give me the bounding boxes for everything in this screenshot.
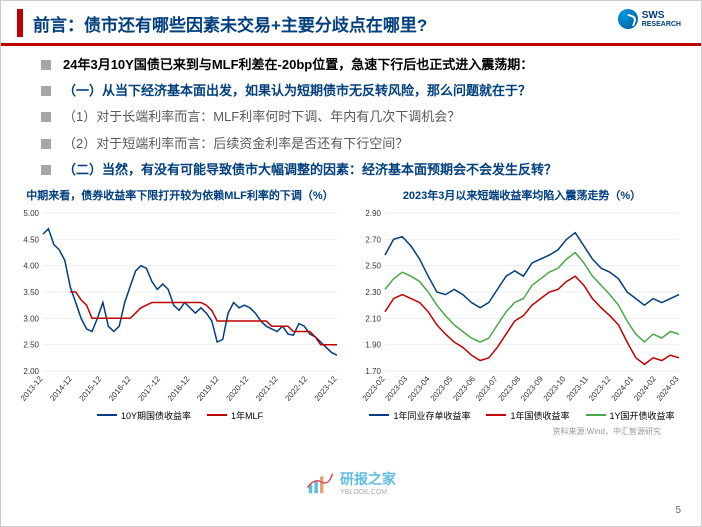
watermark: 研报之家 YBLOOK.COM (306, 468, 396, 496)
watermark-main: 研报之家 (340, 469, 396, 489)
svg-text:3.00: 3.00 (23, 314, 39, 323)
svg-text:2024-03: 2024-03 (655, 374, 681, 403)
legend-swatch (486, 414, 506, 416)
svg-text:2022-12: 2022-12 (283, 374, 309, 403)
bullet-text: （一）从当下经济基本面出发，如果认为短期债市无反转风险，那么问题就在于？ (63, 82, 531, 100)
chart-left-box: 2.002.503.003.504.004.505.002013-122014-… (13, 207, 347, 407)
chart-left: 中期来看，债券收益率下限打开较为依赖MLF利率的下调（%） 2.002.503.… (13, 187, 347, 422)
svg-text:2023-12: 2023-12 (587, 374, 613, 403)
logo-sub-text: RESEARCH (642, 21, 681, 28)
svg-text:2023-02: 2023-02 (361, 374, 387, 403)
bullet-row: （二）当然，有没有可能导致债市大幅调整的因素：经济基本面预期会不会发生反转？ (41, 161, 661, 179)
svg-text:2013-12: 2013-12 (19, 374, 45, 403)
legend-item: 10Y期国债收益率 (97, 409, 191, 422)
legend-swatch (369, 414, 389, 416)
svg-text:2.50: 2.50 (365, 262, 381, 271)
svg-text:2.10: 2.10 (365, 314, 381, 323)
bullet-square-icon (41, 165, 51, 175)
svg-text:2016-12: 2016-12 (107, 374, 133, 403)
logo-mark-icon (618, 9, 638, 29)
legend-label: 1年MLF (231, 409, 263, 422)
svg-text:2015-12: 2015-12 (78, 374, 104, 403)
svg-text:2023-08: 2023-08 (496, 374, 522, 403)
svg-text:2023-10: 2023-10 (542, 374, 568, 403)
chart-left-legend: 10Y期国债收益率 1年MLF (13, 409, 347, 422)
header-divider (1, 43, 701, 46)
page-number: 5 (675, 505, 681, 516)
svg-text:2023-12: 2023-12 (313, 374, 339, 403)
bullet-text: （2）对于短端利率而言：后续资金利率是否还有下行空间？ (63, 135, 408, 153)
svg-text:2.30: 2.30 (365, 288, 381, 297)
bullet-row: （一）从当下经济基本面出发，如果认为短期债市无反转风险，那么问题就在于？ (41, 82, 661, 100)
bullet-row: （2）对于短端利率而言：后续资金利率是否还有下行空间？ (41, 135, 661, 153)
bullet-row: （1）对于长端利率而言：MLF利率何时下调、年内有几次下调机会？ (41, 108, 661, 126)
data-source: 资料来源:Wind，中汇智源研究 (1, 426, 701, 437)
svg-text:2023-07: 2023-07 (474, 374, 500, 403)
logo-text-block: SWS RESEARCH (642, 11, 681, 28)
svg-text:2024-02: 2024-02 (632, 374, 658, 403)
svg-text:2018-12: 2018-12 (166, 374, 192, 403)
svg-text:2.90: 2.90 (365, 209, 381, 218)
chart-right-box: 1.701.902.102.302.502.702.902023-022023-… (355, 207, 689, 407)
legend-item: 1年国债收益率 (486, 409, 569, 422)
bullet-text: （二）当然，有没有可能导致债市大幅调整的因素：经济基本面预期会不会发生反转？ (63, 161, 557, 179)
svg-text:2014-12: 2014-12 (48, 374, 74, 403)
bullet-square-icon (41, 86, 51, 96)
slide-title: 前言：债市还有哪些因素未交易+主要分歧点在哪里? (33, 11, 427, 36)
svg-text:2023-05: 2023-05 (429, 374, 455, 403)
chart-left-svg: 2.002.503.003.504.004.505.002013-122014-… (13, 207, 343, 407)
bullet-square-icon (41, 112, 51, 122)
legend-label: 10Y期国债收益率 (121, 409, 191, 422)
slide-container: 前言：债市还有哪些因素未交易+主要分歧点在哪里? SWS RESEARCH 24… (0, 0, 702, 527)
chart-right: 2023年3月以来短端收益率均陷入震荡走势（%） 1.701.902.102.3… (355, 187, 689, 422)
svg-text:2020-12: 2020-12 (225, 374, 251, 403)
chart-right-svg: 1.701.902.102.302.502.702.902023-022023-… (355, 207, 685, 407)
bullet-square-icon (41, 60, 51, 70)
watermark-sub: YBLOOK.COM (340, 489, 396, 496)
logo-main-text: SWS (642, 11, 681, 21)
svg-text:5.00: 5.00 (23, 209, 39, 218)
svg-text:2023-04: 2023-04 (406, 374, 432, 403)
chart-left-title: 中期来看，债券收益率下限打开较为依赖MLF利率的下调（%） (13, 187, 347, 203)
slide-header: 前言：债市还有哪些因素未交易+主要分歧点在哪里? SWS RESEARCH (1, 1, 701, 41)
legend-swatch (97, 414, 117, 416)
svg-text:2023-03: 2023-03 (383, 374, 409, 403)
legend-swatch (207, 414, 227, 416)
chart-right-title: 2023年3月以来短端收益率均陷入震荡走势（%） (355, 187, 689, 203)
legend-item: 1年同业存单收益率 (369, 409, 470, 422)
header-accent-bar (17, 9, 23, 37)
chart-right-legend: 1年同业存单收益率 1年国债收益率 1Y国开债收益率 (355, 409, 689, 422)
legend-label: 1Y国开债收益率 (610, 409, 675, 422)
svg-text:2023-11: 2023-11 (565, 374, 591, 402)
svg-text:2021-12: 2021-12 (254, 374, 280, 403)
sws-logo: SWS RESEARCH (618, 9, 681, 29)
legend-swatch (586, 414, 606, 416)
svg-text:2023-06: 2023-06 (451, 374, 477, 403)
svg-text:2024-01: 2024-01 (610, 374, 636, 403)
svg-text:4.00: 4.00 (23, 262, 39, 271)
bullet-text: 24年3月10Y国债已来到与MLF利差在-20bp位置，急速下行后也正式进入震荡… (63, 56, 533, 74)
charts-row: 中期来看，债券收益率下限打开较为依赖MLF利率的下调（%） 2.002.503.… (1, 187, 701, 422)
legend-label: 1年国债收益率 (510, 409, 569, 422)
svg-text:4.50: 4.50 (23, 235, 39, 244)
watermark-icon (306, 468, 334, 496)
bullet-row: 24年3月10Y国债已来到与MLF利差在-20bp位置，急速下行后也正式进入震荡… (41, 56, 661, 74)
svg-text:3.50: 3.50 (23, 288, 39, 297)
svg-text:1.90: 1.90 (365, 341, 381, 350)
bullet-text: （1）对于长端利率而言：MLF利率何时下调、年内有几次下调机会？ (63, 108, 460, 126)
svg-text:2.70: 2.70 (365, 235, 381, 244)
legend-label: 1年同业存单收益率 (393, 409, 470, 422)
svg-text:2017-12: 2017-12 (136, 374, 162, 403)
svg-text:2.50: 2.50 (23, 341, 39, 350)
legend-item: 1Y国开债收益率 (586, 409, 675, 422)
watermark-text-block: 研报之家 YBLOOK.COM (340, 469, 396, 496)
legend-item: 1年MLF (207, 409, 263, 422)
svg-text:2019-12: 2019-12 (195, 374, 221, 403)
bullet-list: 24年3月10Y国债已来到与MLF利差在-20bp位置，急速下行后也正式进入震荡… (1, 56, 701, 179)
svg-text:2023-09: 2023-09 (519, 374, 545, 403)
bullet-square-icon (41, 139, 51, 149)
